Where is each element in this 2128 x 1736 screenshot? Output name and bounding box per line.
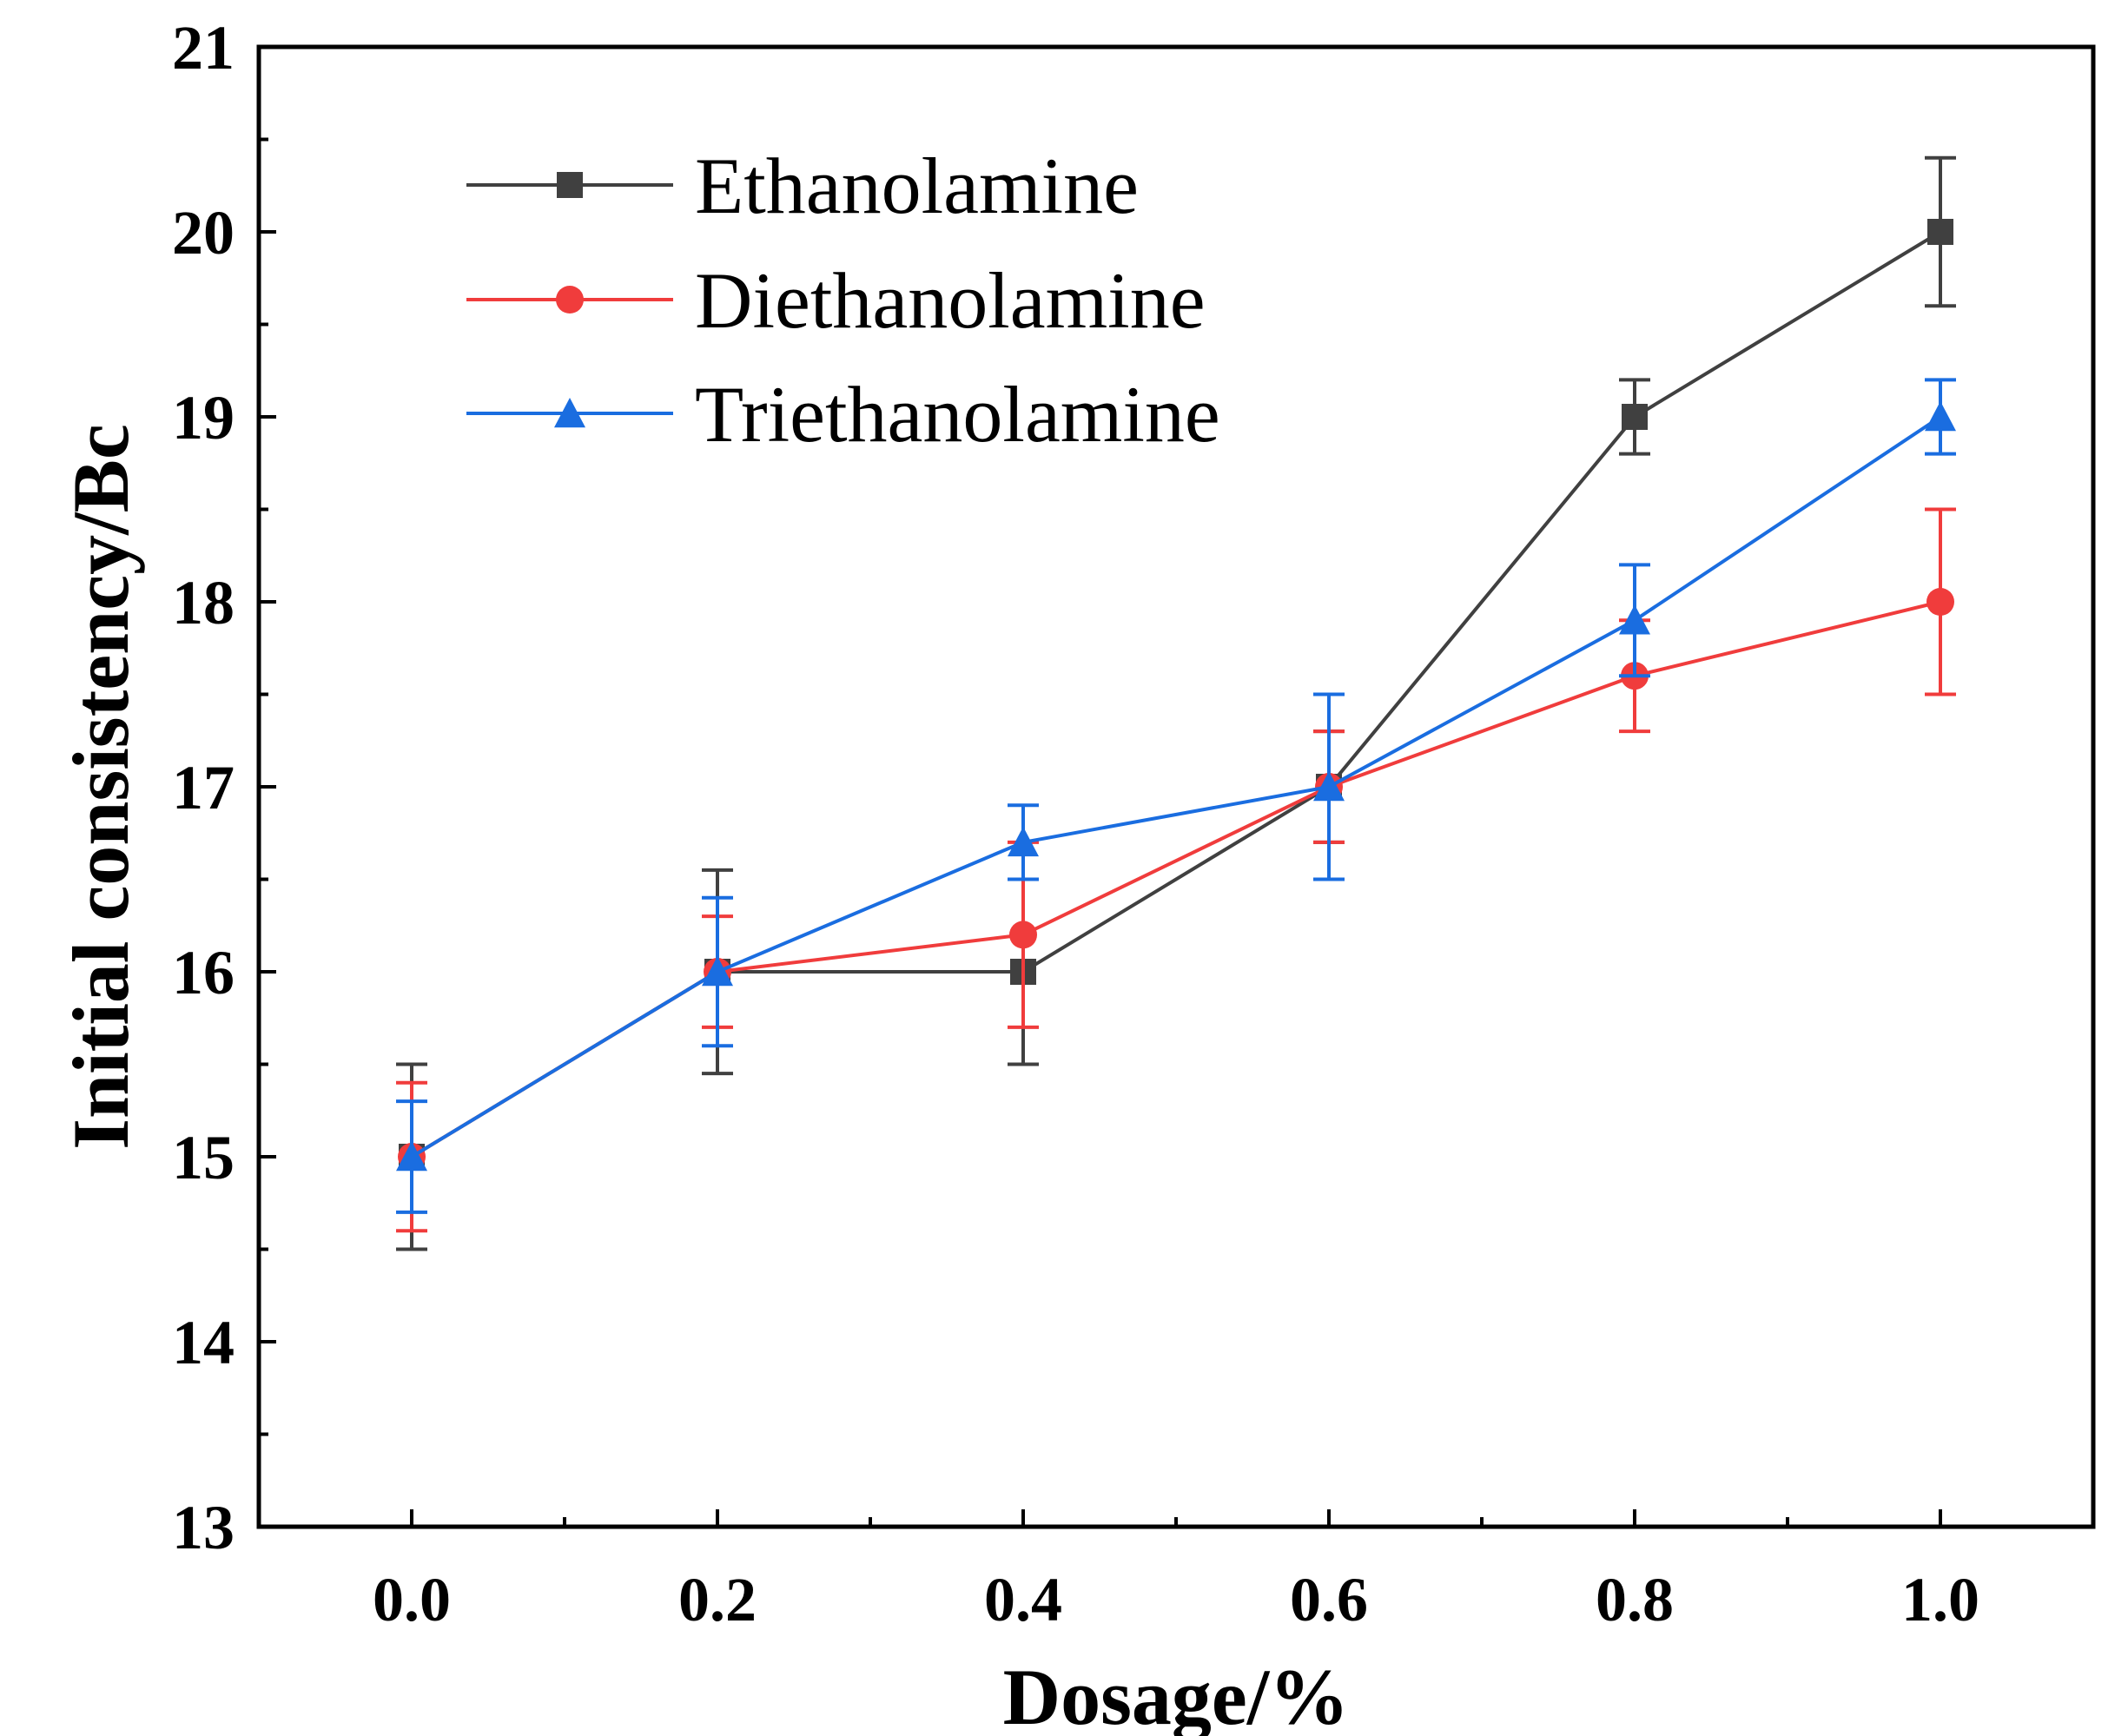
y-tick-label: 16 <box>172 938 235 1007</box>
y-tick-label: 20 <box>172 198 235 267</box>
y-tick-label: 17 <box>172 753 235 822</box>
y-axis-title: Initial consistency/Bc <box>56 424 145 1150</box>
data-point <box>1926 588 1954 616</box>
legend-item-triethanolamine: Triethanolamine <box>466 370 1220 459</box>
legend: Ethanolamine Diethanolamine Triethanolamin… <box>466 142 1220 459</box>
ticks-layer: 0.0 0.2 0.4 0.6 0.8 1.0 13 14 15 16 17 18 19 20 21 <box>172 13 2095 1634</box>
legend-item-ethanolamine: Ethanolamine <box>466 142 1139 230</box>
x-tick-label: 0.4 <box>984 1565 1062 1634</box>
data-point <box>396 1141 427 1172</box>
data-point <box>1619 604 1650 635</box>
x-tick-label: 0.2 <box>678 1565 757 1634</box>
data-point <box>1313 771 1345 802</box>
legend-label: Diethanolamine <box>695 256 1206 345</box>
x-axis-title: Dosage/% <box>1003 1653 1350 1736</box>
legend-label: Ethanolamine <box>695 142 1139 230</box>
data-point <box>1622 404 1648 430</box>
y-tick-label: 18 <box>172 568 235 637</box>
legend-item-diethanolamine: Diethanolamine <box>466 256 1206 345</box>
legend-label: Triethanolamine <box>695 370 1220 459</box>
y-tick-label: 15 <box>172 1123 235 1192</box>
data-point <box>1009 921 1037 949</box>
x-tick-label: 0.0 <box>373 1565 451 1634</box>
series-triethanolamine <box>396 378 1956 1214</box>
data-point <box>1925 401 1956 432</box>
y-tick-label: 13 <box>172 1493 235 1562</box>
y-tick-label: 19 <box>172 383 235 452</box>
data-point <box>1927 219 1953 245</box>
y-tick-label: 14 <box>172 1308 235 1377</box>
legend-marker <box>557 172 583 198</box>
data-point <box>1008 826 1039 857</box>
data-point <box>702 956 733 987</box>
legend-marker <box>556 286 584 314</box>
series-line <box>410 415 1942 1158</box>
x-tick-label: 1.0 <box>1901 1565 1979 1634</box>
legend-marker <box>554 398 585 428</box>
y-tick-label: 21 <box>172 13 235 83</box>
x-tick-label: 0.8 <box>1596 1565 1674 1634</box>
x-tick-label: 0.6 <box>1290 1565 1368 1634</box>
series-layer <box>396 155 1956 1251</box>
